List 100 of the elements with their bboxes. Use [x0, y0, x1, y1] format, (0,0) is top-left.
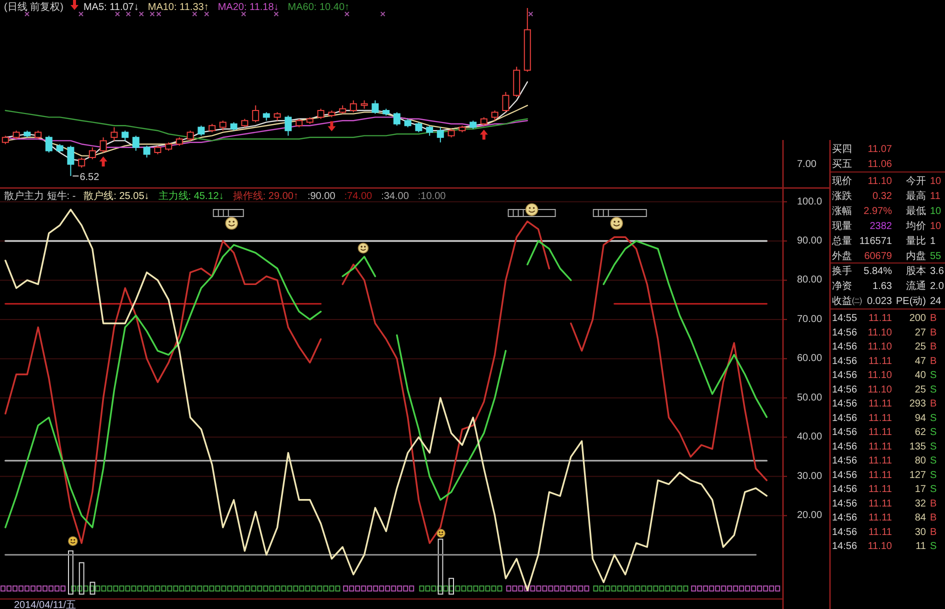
- candlestick: [34, 130, 42, 140]
- candlestick: [230, 122, 238, 132]
- candlestick: [100, 136, 107, 153]
- candlestick: [110, 126, 118, 142]
- text: 主力线: 45.12↓: [158, 190, 224, 202]
- candlestick: [502, 92, 510, 113]
- candlestick: [436, 126, 444, 143]
- text: 买四 11.07: [832, 144, 892, 155]
- candlestick: [88, 146, 96, 160]
- candlestick: [262, 112, 270, 122]
- chart-title: (日线 前复权): [4, 1, 64, 13]
- candlestick: [339, 104, 346, 114]
- text: 7.00: [797, 159, 817, 170]
- text: 14:56 11.11 17 S: [832, 484, 937, 495]
- candlestick: [132, 135, 140, 152]
- candlestick: [252, 104, 260, 123]
- candlestick: [143, 145, 150, 158]
- text: 换手 5.84% 股本 3.6: [832, 266, 944, 277]
- y-tick-label: 60.00: [797, 353, 822, 364]
- annotation: 6.52: [80, 172, 100, 183]
- text: 14:56 11.11 84 B: [832, 512, 937, 524]
- candlestick: [176, 136, 183, 146]
- candlestick: [393, 112, 400, 126]
- text: 14:56 11.11 62 S: [832, 427, 937, 438]
- candlestick: [328, 110, 336, 118]
- candlestick: [458, 125, 466, 133]
- text: 14:56 11.10 40 S: [832, 370, 937, 381]
- candlestick: [372, 100, 379, 114]
- candlestick: [241, 118, 248, 128]
- text: 14:56 11.11 80 S: [832, 456, 937, 466]
- candlestick: [274, 112, 281, 122]
- candlestick: [426, 125, 434, 136]
- candlestick: [470, 120, 477, 130]
- text: 14:56 11.11 94 S: [832, 412, 937, 424]
- candlestick: [208, 123, 216, 133]
- text: MA5: 11.07↓: [83, 2, 139, 13]
- text: 14:56 11.10 11 S: [832, 541, 937, 552]
- text: :90.00: [307, 191, 336, 202]
- text: 总量 116571 量比 1: [832, 236, 936, 247]
- candlestick: [154, 145, 162, 155]
- candlestick: [296, 118, 303, 128]
- series-label: 散户线: 25.05↓: [84, 190, 150, 202]
- candlestick: [415, 122, 422, 133]
- text: 现量 2382 均价 10: [832, 221, 942, 232]
- candlestick: [306, 116, 314, 124]
- bar: [68, 550, 74, 595]
- candlestick: [317, 108, 324, 120]
- text: 2014/04/11/五: [14, 600, 76, 609]
- line-series: [4, 208, 768, 592]
- candlestick: [2, 135, 9, 145]
- candlestick: [122, 130, 129, 142]
- text: 操作线: 29.00↑: [232, 190, 298, 202]
- text: :74.00: [344, 191, 373, 202]
- candlestick: [165, 142, 172, 152]
- candlestick: [45, 135, 52, 153]
- text: MA10: 11.33↑: [148, 2, 209, 13]
- bar: [448, 578, 454, 595]
- candlestick: [513, 66, 520, 98]
- text: 14:56 11.11 135 S: [832, 441, 937, 452]
- candlestick: [382, 108, 390, 116]
- candlestick: [480, 116, 488, 126]
- text: :10.00: [418, 191, 446, 202]
- bar: [78, 562, 84, 595]
- text: 买五 11.06: [832, 159, 892, 170]
- candlestick: [219, 120, 226, 132]
- candlestick: [404, 118, 412, 128]
- text: 14:56 11.10 27 B: [832, 327, 937, 338]
- text: 涨跌 0.32 最高 11: [832, 191, 940, 202]
- bar: [90, 582, 96, 595]
- y-tick-label: 20.00: [797, 510, 822, 522]
- text: :34.00: [381, 191, 410, 202]
- candlestick: [24, 130, 31, 138]
- chart-title: 散户主力 短牛: -: [4, 190, 76, 202]
- y-tick-label: 80.00: [797, 274, 822, 286]
- text: 14:55 11.11 200 B: [832, 313, 937, 324]
- candlestick: [78, 157, 86, 168]
- candlestick: [198, 125, 205, 136]
- y-tick-label: 40.00: [797, 432, 822, 443]
- candlestick: [186, 130, 194, 142]
- y-tick-label: 50.00: [797, 392, 822, 404]
- candlestick: [284, 115, 292, 136]
- candlestick: [12, 130, 20, 140]
- text: 14:56 11.11 47 B: [832, 356, 937, 367]
- text: 14:56 11.10 25 B: [832, 342, 937, 352]
- text: 净资 1.63 流通 2.0: [832, 281, 944, 292]
- y-tick-label: 70.00: [797, 314, 822, 325]
- y-tick-label: 90.00: [797, 236, 822, 246]
- text: 外盘 60679 内盘 55: [832, 251, 942, 262]
- candlestick: [350, 100, 357, 113]
- text: 14:56 11.11 30 B: [832, 526, 937, 538]
- text: 现价 11.10 今开 10: [832, 176, 942, 187]
- text: 14:56 11.11 32 B: [832, 498, 937, 510]
- text: 14:56 11.11 293 B: [832, 398, 937, 410]
- text: MA20: 11.18↓: [218, 2, 279, 13]
- text: 14:56 11.11 127 S: [832, 470, 937, 481]
- text: MA60: 10.40↑: [288, 2, 350, 13]
- candlestick: [491, 110, 498, 122]
- candlestick: [448, 128, 455, 138]
- y-tick-label: 100.0: [797, 196, 822, 208]
- text: 收益㈡ 0.023 PE(动) 24: [832, 295, 942, 307]
